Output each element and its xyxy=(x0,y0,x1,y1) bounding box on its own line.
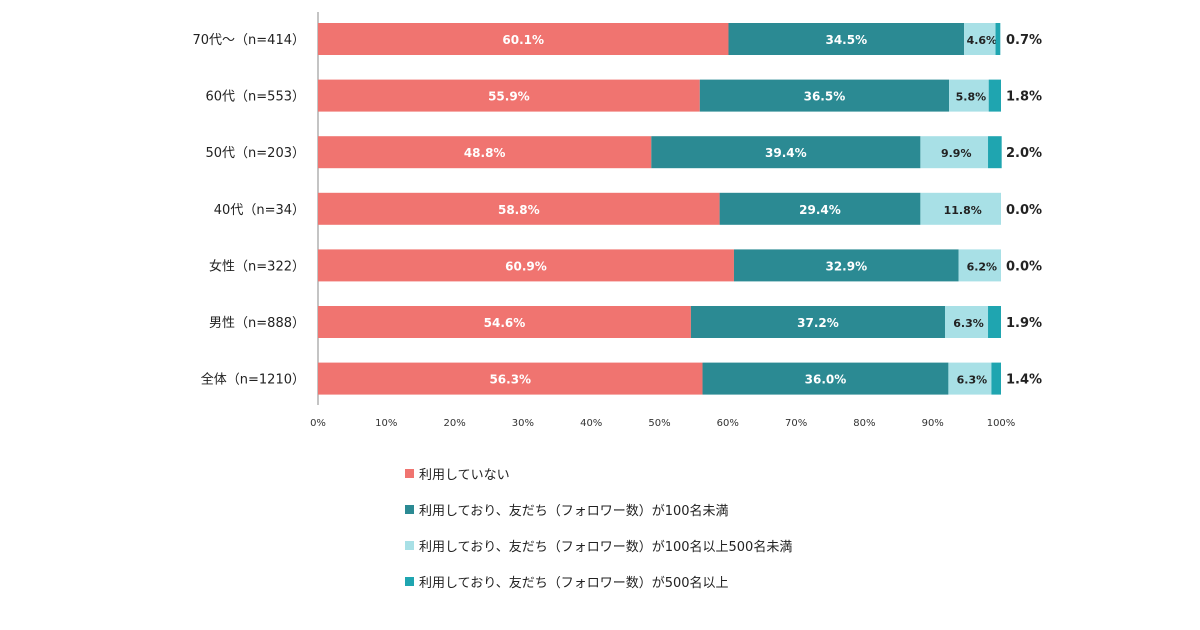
data-label: 6.3% xyxy=(953,317,984,330)
bar-segment xyxy=(318,136,652,169)
data-label: 6.3% xyxy=(957,374,988,387)
data-label: 0.0% xyxy=(1006,203,1042,218)
data-label: 0.7% xyxy=(1006,33,1042,48)
data-label: 2.0% xyxy=(1006,146,1042,161)
data-label: 5.8% xyxy=(956,91,987,104)
bar-segment xyxy=(920,192,1001,225)
legend-label: 利用しており、友だち（フォロワー数）が100名以上500名未満 xyxy=(419,539,793,555)
bar-segment xyxy=(988,136,1002,169)
bar-segment xyxy=(944,306,989,338)
x-tick-label: 30% xyxy=(512,418,534,429)
data-label: 4.6% xyxy=(967,34,998,47)
bar-segment xyxy=(958,249,1001,282)
legend: 利用していない 利用しており、友だち（フォロワー数）が100名未満 利用しており、友… xyxy=(405,455,792,599)
bar-segment xyxy=(728,23,965,55)
category-label: 男性（n=888） xyxy=(209,316,305,331)
data-label: 58.8% xyxy=(498,203,540,217)
bar-segment xyxy=(948,362,992,395)
bar-segment xyxy=(318,249,734,282)
legend-item: 利用していない xyxy=(405,455,792,491)
bar-segment xyxy=(702,362,949,395)
bar-segment xyxy=(991,362,1001,395)
bar-segment xyxy=(318,79,700,112)
legend-label: 利用していない xyxy=(419,467,510,483)
category-label: 50代（n=203） xyxy=(206,146,306,161)
stacked-bar-chart: 0% 10% 20% 30% 40% 50% 60% 70% 80% 90% 100% 70代～（n=… xyxy=(193,12,1042,429)
data-label: 54.6% xyxy=(484,316,526,330)
bar-segment xyxy=(733,249,959,282)
legend-label: 利用しており、友だち（フォロワー数）が500名以上 xyxy=(419,575,729,591)
x-tick-label: 100% xyxy=(987,418,1016,429)
data-label: 1.4% xyxy=(1006,373,1042,388)
category-label: 女性（n=322） xyxy=(209,258,305,274)
x-tick-label: 0% xyxy=(310,418,326,429)
x-tick-label: 10% xyxy=(375,418,397,429)
data-label: 34.5% xyxy=(825,33,867,47)
x-tick-label: 80% xyxy=(853,418,875,429)
bar-segment xyxy=(318,306,691,338)
data-label: 9.9% xyxy=(941,147,972,160)
category-label: 60代（n=553） xyxy=(206,90,306,105)
legend-item: 利用しており、友だち（フォロワー数）が100名未満 xyxy=(405,491,792,527)
legend-swatch xyxy=(405,504,414,514)
bar-segment xyxy=(995,23,1001,55)
bar-segment xyxy=(699,79,950,112)
bar-segment xyxy=(920,136,989,169)
legend-item: 利用しており、友だち（フォロワー数）が500名以上 xyxy=(405,563,792,599)
data-label: 37.2% xyxy=(797,316,839,330)
data-label: 11.8% xyxy=(944,204,982,217)
data-label: 1.8% xyxy=(1006,90,1042,105)
x-tick-label: 20% xyxy=(443,418,465,429)
bar-segment xyxy=(988,79,1001,112)
legend-swatch xyxy=(405,540,414,550)
bar-segment xyxy=(318,23,729,55)
data-label: 1.9% xyxy=(1006,316,1042,331)
legend-swatch xyxy=(405,468,414,478)
data-label: 6.2% xyxy=(967,260,998,273)
category-label: 全体（n=1210） xyxy=(201,372,305,388)
data-label: 39.4% xyxy=(765,146,807,160)
bar-segment xyxy=(949,79,989,112)
data-label: 48.8% xyxy=(464,146,506,160)
category-label: 40代（n=34） xyxy=(214,203,305,218)
x-tick-label: 40% xyxy=(580,418,602,429)
bar-segment xyxy=(318,192,720,225)
legend-swatch xyxy=(405,576,414,586)
data-label: 32.9% xyxy=(825,259,867,273)
data-label: 36.0% xyxy=(805,373,847,387)
data-label: 60.1% xyxy=(502,33,544,47)
data-label: 55.9% xyxy=(488,90,530,104)
bar-segment xyxy=(988,306,1001,338)
category-label: 70代～（n=414） xyxy=(193,33,306,48)
x-tick-label: 50% xyxy=(648,418,670,429)
x-tick-label: 70% xyxy=(785,418,807,429)
data-label: 36.5% xyxy=(804,90,846,104)
legend-label: 利用しており、友だち（フォロワー数）が100名未満 xyxy=(419,503,729,519)
legend-item: 利用しており、友だち（フォロワー数）が100名以上500名未満 xyxy=(405,527,792,563)
data-label: 60.9% xyxy=(505,259,547,273)
x-tick-label: 60% xyxy=(717,418,739,429)
bar-segment xyxy=(964,23,996,55)
bar-segment xyxy=(690,306,945,338)
data-label: 0.0% xyxy=(1006,259,1042,274)
bar-segment xyxy=(651,136,921,169)
data-label: 56.3% xyxy=(489,373,531,387)
data-label: 29.4% xyxy=(799,203,841,217)
bar-segment xyxy=(719,192,921,225)
x-tick-label: 90% xyxy=(922,418,944,429)
bar-segment xyxy=(318,362,703,395)
